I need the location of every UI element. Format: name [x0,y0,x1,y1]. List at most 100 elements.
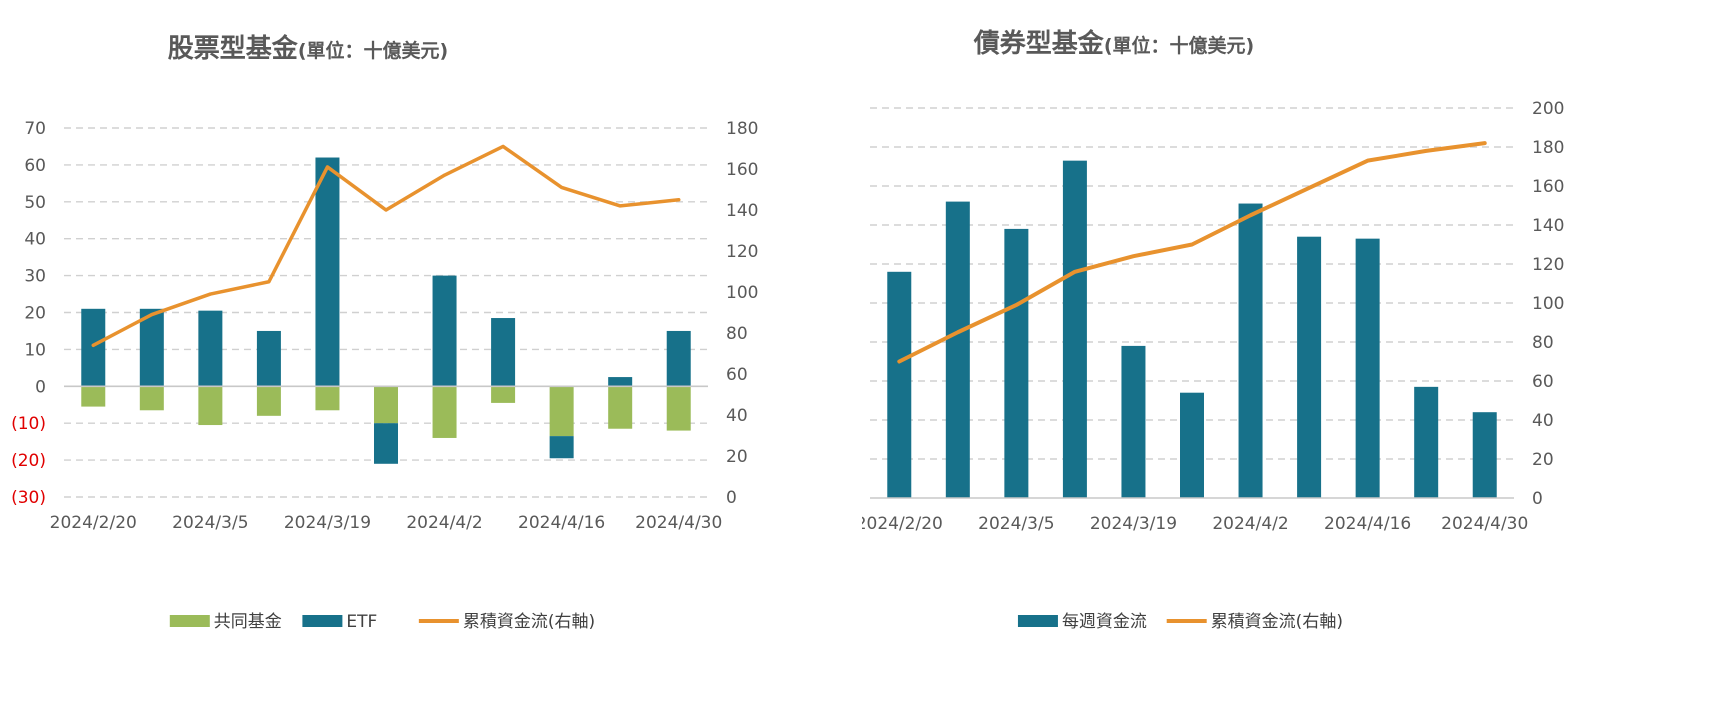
equity-bar-mutual-fund [432,386,457,438]
bond-legend-label: 每週資金流 [1062,612,1147,632]
bond-bar-weekly-flow [1004,228,1029,498]
equity-title-main: 股票型基金 [168,33,299,64]
equity-bar-etf [374,423,398,464]
equity-legend-item: 累積資金流(右軸) [418,612,595,632]
bond-cumulative-point [897,360,901,363]
equity-x-tick-label: 2024/4/30 [635,513,722,533]
equity-cumulative-point [325,165,329,169]
bond-y2-tick-label: 180 [1532,138,1564,158]
equity-bar-etf [491,318,516,387]
equity-y2-tick-label: 20 [726,447,748,467]
equity-cumulative-point [91,343,95,347]
equity-legend-label: ETF [346,612,377,632]
equity-y-tick-label: 70 [24,119,46,139]
equity-y2-tick-label: 40 [726,406,748,426]
equity-bar-mutual-fund [315,386,340,411]
bond-legend-swatch [1017,615,1058,627]
equity-y2-tick-label: 180 [726,119,758,139]
bond-bar-weekly-flow [1121,345,1146,498]
bond-cumulative-line [897,141,1487,364]
equity-x-tick-label: 2024/3/5 [172,513,248,533]
bond-x-tick-label: 2024/3/5 [978,514,1054,534]
bond-cumulative-point [1424,149,1428,153]
equity-bar-mutual-fund [374,386,398,424]
equity-cumulative-point [150,313,154,317]
bond-fund-chart-canvas: 債券型基金(單位：十億美元)20181614121086420200180160… [862,28,1564,632]
bond-cumulative-point [1483,141,1487,145]
equity-bar-mutual-fund [139,386,164,411]
bond-bar-weekly-flow [1472,412,1497,498]
equity-y-tick-label: 50 [24,193,46,213]
equity-bar-etf [666,330,691,387]
bond-x-tick-label: 2024/4/30 [1441,514,1528,534]
bond-y2-tick-label: 40 [1532,411,1554,431]
bond-x-tick-label: 2024/2/20 [862,514,943,534]
equity-legend-item: 共同基金 [169,612,282,632]
equity-legend-label: 共同基金 [214,612,282,632]
bond-bar-weekly-flow [945,201,970,498]
equity-bar-mutual-fund [256,386,281,416]
equity-y-tick-label: 60 [24,156,46,176]
bond-title-main: 債券型基金 [973,28,1105,59]
equity-y-tick-label: 10 [24,340,46,360]
equity-cumulative-point [384,208,388,212]
equity-cumulative-point [267,280,271,284]
equity-y-tick-label: (20) [11,451,46,471]
equity-x-tick-label: 2024/2/20 [50,513,137,533]
equity-legend: 共同基金 ETF 累積資金流(右軸) [169,612,595,632]
bond-x-tick-label: 2024/3/19 [1090,514,1177,534]
bond-chart-title: 債券型基金(單位：十億美元) [973,28,1254,59]
equity-bar-mutual-fund [608,386,633,429]
bond-y2-tick-label: 200 [1532,99,1564,119]
bond-x-tick-label: 2024/4/2 [1212,514,1288,534]
bond-bar-weekly-flow [887,271,912,498]
equity-y-tick-label: 0 [35,377,46,397]
equity-bar-mutual-fund [81,386,106,407]
equity-x-tick-label: 2024/4/2 [406,513,482,533]
bond-y2-tick-label: 60 [1532,372,1554,392]
equity-y-tick-label: 30 [24,267,46,287]
equity-cumulative-point [618,204,622,208]
equity-cumulative-point [208,292,212,296]
bond-bar-weekly-flow [1414,386,1439,498]
equity-y2-tick-label: 140 [726,201,758,221]
equity-y2-tick-label: 160 [726,160,758,180]
bond-legend-label: 累積資金流(右軸) [1211,612,1343,632]
equity-bar-mutual-fund [198,386,223,426]
bond-cumulative-point [956,330,960,334]
bond-legend: 每週資金流 累積資金流(右軸) [1017,612,1343,632]
equity-bar-mutual-fund [491,386,516,403]
bond-legend-item: 每週資金流 [1017,612,1147,632]
equity-y-tick-label: (10) [11,414,46,434]
equity-bar-etf [549,436,574,459]
equity-bar-etf [198,310,223,387]
bond-bar-weekly-flow [1238,203,1263,499]
bond-cumulative-point [1190,243,1194,246]
bond-cumulative-point [1131,254,1135,258]
equity-x-tick-label: 2024/3/19 [284,513,371,533]
bond-cumulative-point [1307,186,1311,190]
bond-cumulative-point [1014,303,1018,307]
equity-title-unit: (單位：十億美元) [298,39,448,62]
equity-y-tick-label: (30) [11,488,46,508]
equity-fund-chart: 股票型基金(單位：十億美元) 70 60 50 40 30 20 10 0 (10) (20) (30… [11,33,758,632]
bond-bar-weekly-flow [1297,236,1322,498]
equity-chart-title: 股票型基金(單位：十億美元) [168,33,448,64]
bond-legend-item: 累積資金流(右軸) [1166,612,1343,632]
bond-cumulative-point [1073,270,1077,274]
equity-bar-etf [139,308,164,387]
equity-legend-swatch [302,615,343,627]
equity-x-tick-label: 2024/4/16 [518,513,605,533]
equity-bar-etf [432,275,457,387]
equity-bar-etf [315,157,340,387]
equity-y2-tick-label: 100 [726,283,758,303]
equity-cumulative-point [560,185,564,189]
bond-title-unit: (單位：十億美元) [1104,34,1254,57]
equity-cumulative-point [501,144,505,148]
equity-legend-swatch [169,615,210,627]
equity-y-tick-label: 20 [24,304,46,324]
equity-fund-chart-canvas: 股票型基金(單位：十億美元)706050403020100(10)(20)(30… [11,33,758,632]
equity-bar-mutual-fund [549,386,574,437]
equity-y-tick-label: 40 [24,230,46,250]
equity-cumulative-point [677,198,681,202]
